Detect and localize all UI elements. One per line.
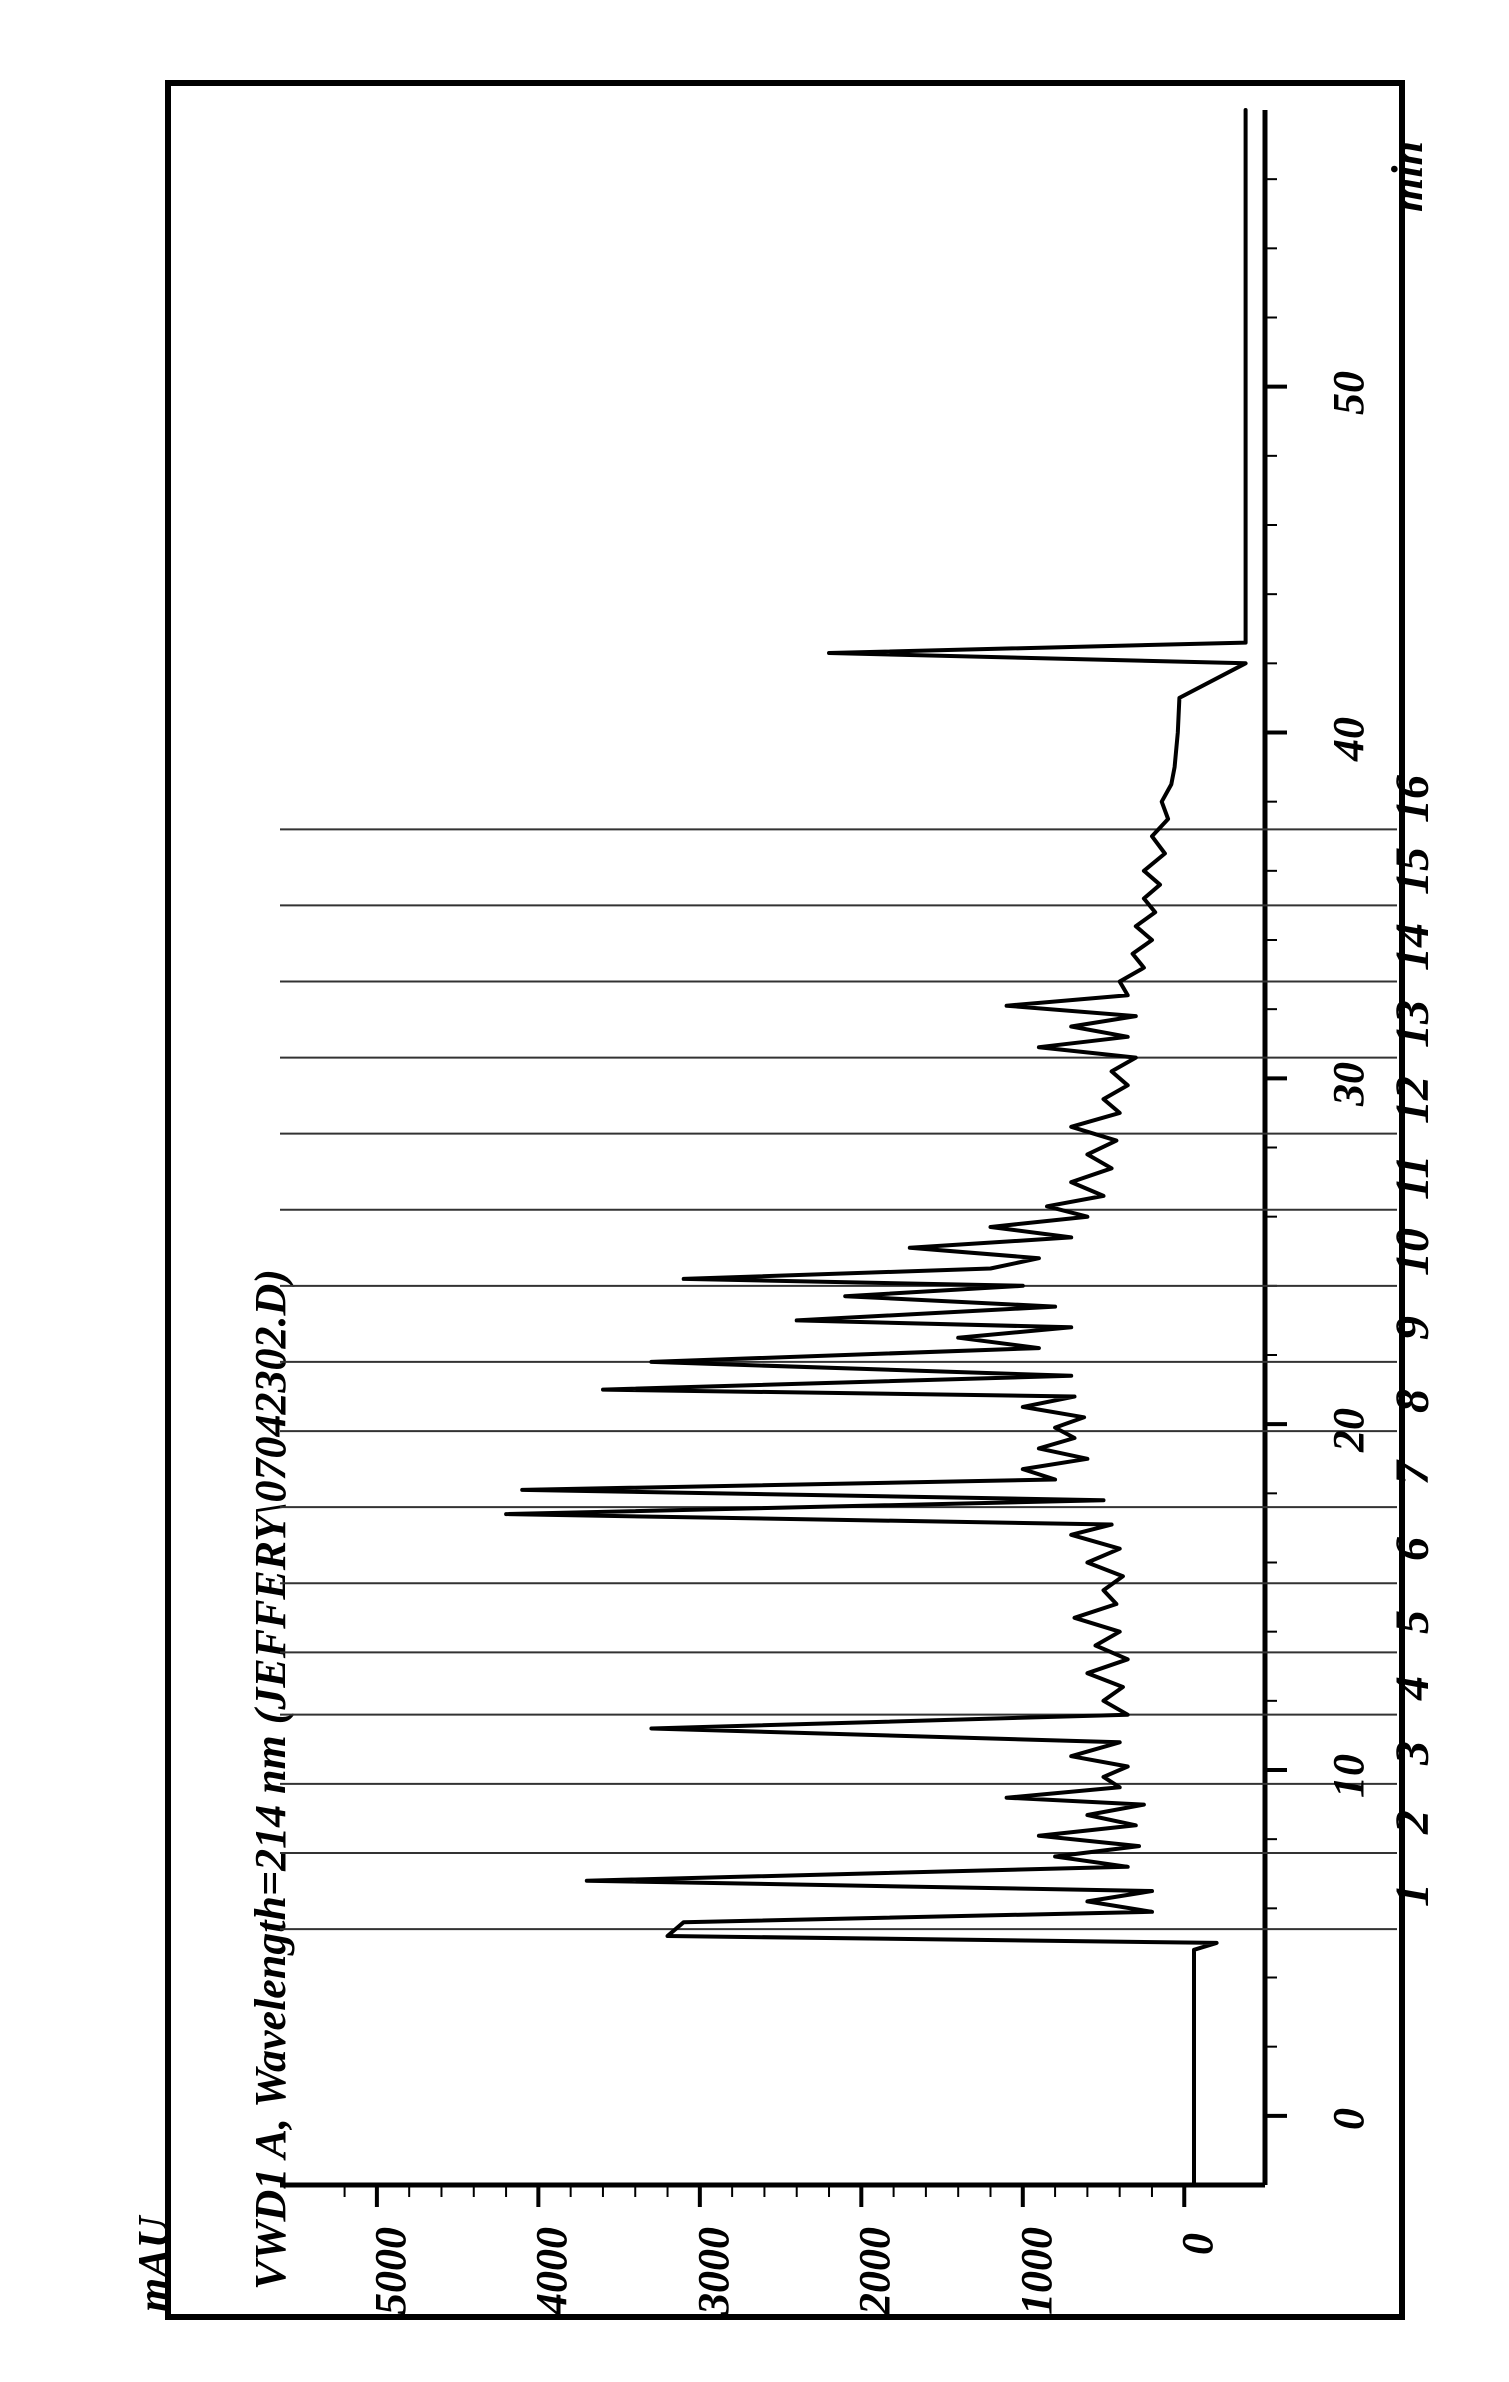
fraction-label: 7 (1385, 1461, 1440, 1485)
fraction-label: 6 (1385, 1537, 1440, 1561)
y-tick-label: 2000 (849, 2227, 900, 2315)
chromatogram-plot (0, 0, 1509, 2382)
fraction-label: 13 (1385, 1000, 1440, 1048)
x-tick-label: 50 (1323, 371, 1374, 415)
y-tick-label: 3000 (688, 2227, 739, 2315)
fraction-label: 10 (1385, 1228, 1440, 1276)
fraction-label: 3 (1385, 1741, 1440, 1765)
fraction-label: 11 (1385, 1154, 1440, 1199)
y-tick-label: 1000 (1011, 2227, 1062, 2315)
x-tick-label: 20 (1323, 1408, 1374, 1452)
x-tick-label: 10 (1323, 1754, 1374, 1798)
fraction-label: 4 (1385, 1676, 1440, 1700)
y-tick-label: 0 (1172, 2233, 1223, 2255)
x-tick-label: 30 (1323, 1062, 1374, 1106)
fraction-label: 14 (1385, 923, 1440, 971)
fraction-label: 9 (1385, 1316, 1440, 1340)
fraction-label: 16 (1385, 775, 1440, 823)
fraction-label: 8 (1385, 1389, 1440, 1413)
y-tick-label: 5000 (365, 2227, 416, 2315)
fraction-label: 1 (1385, 1883, 1440, 1907)
fraction-label: 5 (1385, 1610, 1440, 1634)
x-tick-label: 0 (1323, 2108, 1374, 2130)
fraction-label: 12 (1385, 1076, 1440, 1124)
x-tick-label: 40 (1323, 717, 1374, 761)
fraction-label: 2 (1385, 1810, 1440, 1834)
y-tick-label: 4000 (526, 2227, 577, 2315)
fraction-label: 15 (1385, 847, 1440, 895)
